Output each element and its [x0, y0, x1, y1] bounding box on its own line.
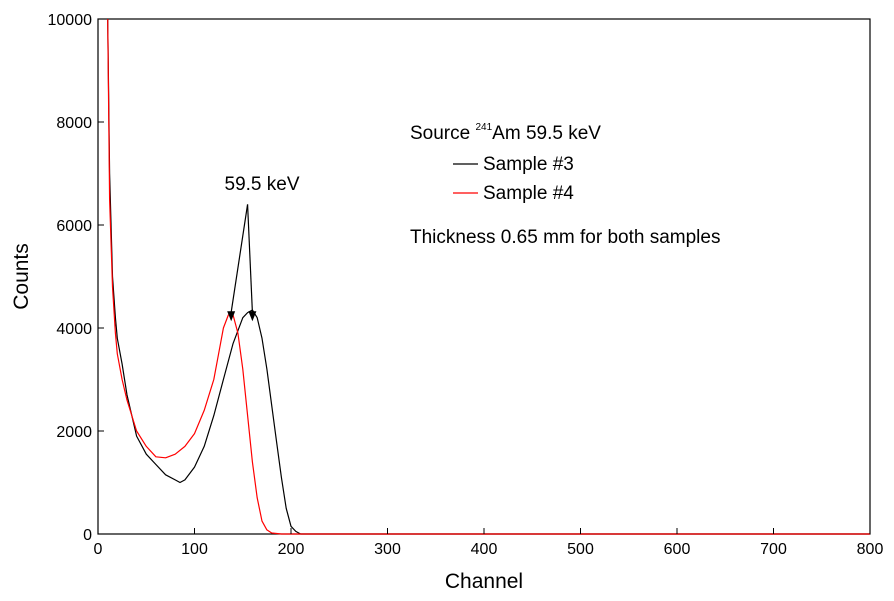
- x-tick-label: 700: [760, 541, 787, 558]
- x-tick-label: 0: [94, 541, 103, 558]
- legend-entry-label: Sample #4: [483, 183, 574, 204]
- series-group: [107, 18, 870, 535]
- legend-entry-label: Sample #3: [483, 154, 574, 175]
- peak-annotation: 59.5 keV: [225, 174, 300, 322]
- y-axis: 0 2000 4000 6000 8000 10000: [48, 12, 104, 544]
- y-tick-label: 2000: [56, 424, 92, 441]
- legend-header-suffix: Am 59.5 keV: [492, 123, 601, 144]
- x-axis: 0 100 200 300 400 500 600 700 800: [94, 528, 884, 558]
- legend-header: Source 241Am 59.5 keV: [410, 122, 601, 144]
- legend: Source 241Am 59.5 keV Sample #3 Sample #4…: [410, 122, 720, 248]
- legend-header-isotope-mass: 241: [475, 122, 492, 133]
- x-tick-label: 600: [664, 541, 691, 558]
- x-tick-label: 400: [471, 541, 498, 558]
- annotation-arrow-head: [227, 311, 236, 322]
- x-tick-label: 800: [857, 541, 884, 558]
- x-axis-title: Channel: [445, 570, 523, 593]
- peak-annotation-label: 59.5 keV: [225, 174, 300, 195]
- x-tick-label: 500: [567, 541, 594, 558]
- y-tick-label: 10000: [48, 12, 93, 29]
- y-tick-label: 8000: [56, 115, 92, 132]
- y-tick-label: 6000: [56, 218, 92, 235]
- annotation-arrow-line: [230, 204, 249, 313]
- annotation-arrow-line: [246, 204, 253, 313]
- plot-frame: [97, 18, 871, 535]
- x-tick-label: 100: [181, 541, 208, 558]
- y-tick-label: 0: [83, 527, 92, 544]
- x-tick-label: 300: [374, 541, 401, 558]
- legend-entries: Sample #3 Sample #4: [453, 154, 574, 204]
- series-line-3: [107, 18, 870, 535]
- series-line-4: [107, 18, 870, 535]
- y-axis-title: Counts: [10, 243, 33, 310]
- legend-header-prefix: Source: [410, 123, 475, 144]
- legend-footer: Thickness 0.65 mm for both samples: [410, 227, 720, 248]
- x-tick-label: 200: [278, 541, 305, 558]
- y-tick-label: 4000: [56, 321, 92, 338]
- annotation-arrow-head: [248, 311, 257, 322]
